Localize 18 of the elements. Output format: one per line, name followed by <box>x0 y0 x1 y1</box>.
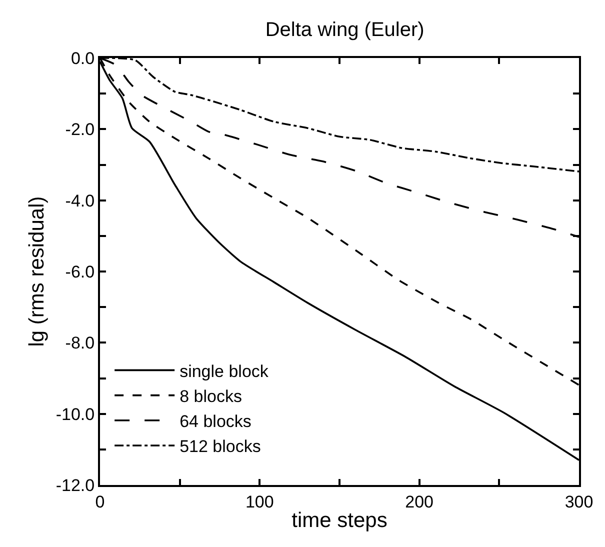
y-tick-label: -4.0 <box>65 191 95 210</box>
chart-title: Delta wing (Euler) <box>265 18 424 41</box>
legend-label: 8 blocks <box>180 386 242 406</box>
legend-label: 512 blocks <box>180 437 261 456</box>
x-tick-label: 100 <box>245 492 274 512</box>
legend-label: 64 blocks <box>180 412 252 432</box>
y-tick-label: -10.0 <box>56 404 95 424</box>
x-tick-label: 300 <box>564 492 594 512</box>
x-tick-label: 0 <box>95 492 105 512</box>
y-axis-title: lg (rms residual) <box>26 196 48 347</box>
y-tick-label: -6.0 <box>65 262 95 282</box>
y-tick-label: -12.0 <box>56 476 95 495</box>
y-tick-label: -2.0 <box>65 120 95 140</box>
legend-label: single block <box>180 362 269 381</box>
y-tick-label: 0.0 <box>70 48 95 68</box>
y-tick-label: -8.0 <box>65 334 95 353</box>
x-axis-title: time steps <box>292 509 388 532</box>
x-tick-label: 200 <box>405 492 434 512</box>
